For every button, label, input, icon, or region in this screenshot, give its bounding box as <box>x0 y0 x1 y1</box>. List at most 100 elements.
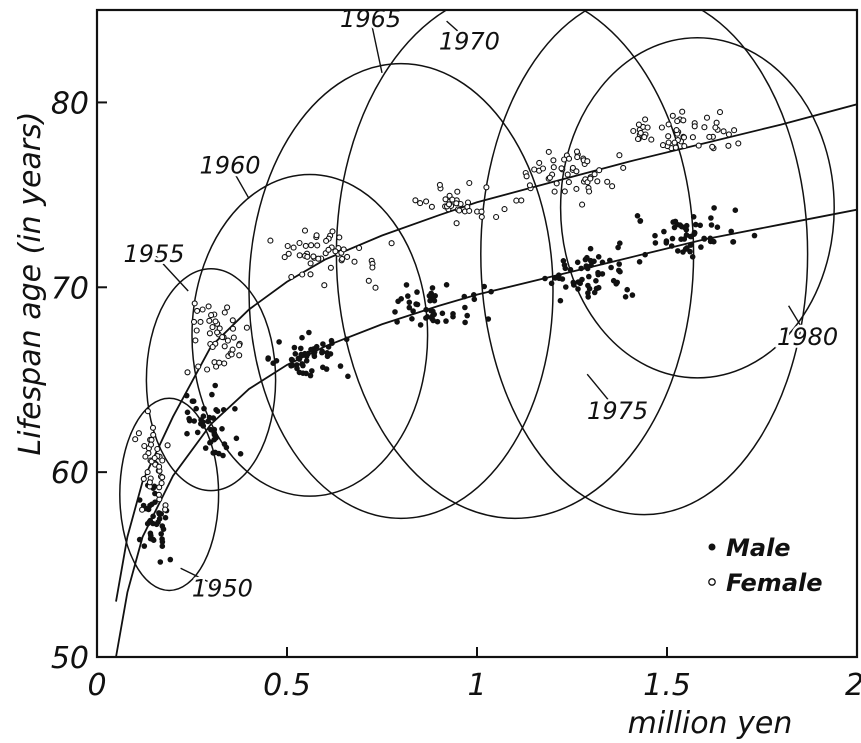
female-point <box>596 167 603 174</box>
male-point <box>730 239 736 245</box>
female-point <box>191 300 198 307</box>
male-point <box>461 293 468 300</box>
male-point <box>323 366 330 372</box>
female-point <box>616 152 623 159</box>
female-point <box>679 108 686 115</box>
female-point <box>478 208 485 215</box>
female-point <box>281 254 288 261</box>
ellipse-1950 <box>119 397 220 592</box>
female-point <box>302 242 309 249</box>
female-point <box>703 114 711 121</box>
male-point <box>343 336 350 343</box>
female-point <box>204 366 211 373</box>
male-point <box>560 258 567 264</box>
male-point <box>714 224 721 230</box>
female-point <box>149 424 157 431</box>
female-point <box>321 282 328 289</box>
male-point <box>636 259 643 265</box>
male-point <box>690 214 697 220</box>
female-point <box>673 127 680 134</box>
male-point <box>212 449 218 456</box>
male-point <box>669 235 676 242</box>
female-point <box>212 318 219 325</box>
x-axis-title: million yen <box>628 706 793 741</box>
male-point <box>471 296 478 303</box>
female-point <box>669 112 676 119</box>
female-point <box>301 227 309 234</box>
female-point <box>221 309 228 316</box>
male-point <box>585 282 591 289</box>
male-point <box>152 499 158 506</box>
male-fit-curve <box>115 208 857 657</box>
male-point <box>307 372 314 379</box>
male-point <box>202 445 209 451</box>
male-point <box>147 530 154 537</box>
female-point <box>681 143 688 150</box>
female-point <box>518 197 525 204</box>
female-point <box>147 441 155 448</box>
male-point <box>698 244 704 250</box>
male-point <box>136 536 143 543</box>
female-point <box>308 242 315 249</box>
female-point <box>288 273 295 281</box>
female-point <box>307 260 314 267</box>
male-point <box>414 289 420 295</box>
male-point <box>599 259 606 266</box>
male-point <box>194 429 201 436</box>
male-point <box>309 368 315 374</box>
female-point <box>574 154 581 161</box>
male-point <box>325 344 332 350</box>
female-point <box>208 312 215 319</box>
ellipse-1980 <box>559 36 835 379</box>
female-point <box>156 463 163 470</box>
male-point <box>167 556 174 563</box>
male-point <box>205 418 211 425</box>
male-point <box>423 306 429 313</box>
female-point <box>691 123 698 130</box>
male-point <box>637 218 643 224</box>
year-label-1980: 1980 <box>777 323 838 351</box>
male-point <box>450 313 456 320</box>
data-points <box>132 108 758 565</box>
female-point <box>206 317 213 324</box>
male-point <box>156 510 162 516</box>
male-point <box>578 265 584 272</box>
female-point <box>689 134 696 141</box>
female-point <box>192 337 199 344</box>
female-point <box>314 242 321 249</box>
female-point <box>493 213 500 221</box>
male-point <box>145 506 152 513</box>
female-point <box>561 156 568 163</box>
female-point <box>139 506 146 513</box>
male-point <box>661 228 667 235</box>
male-point <box>583 263 590 269</box>
female-point <box>299 271 306 278</box>
male-point <box>294 365 300 372</box>
male-point <box>617 268 623 275</box>
x-tick-label: 1 <box>467 668 486 703</box>
male-point <box>141 543 148 549</box>
male-point <box>443 282 450 288</box>
legend-male-label: Male <box>726 534 791 562</box>
female-point <box>641 134 648 141</box>
female-point <box>344 253 351 260</box>
female-point <box>706 133 713 140</box>
year-label-1975: 1975 <box>587 397 648 425</box>
female-point <box>642 116 649 123</box>
male-point <box>220 452 226 459</box>
female-point <box>644 124 651 131</box>
male-point <box>692 221 699 228</box>
female-point <box>716 109 724 116</box>
female-point <box>206 330 213 337</box>
male-point <box>211 430 217 436</box>
female-point <box>214 329 221 336</box>
female-point <box>336 234 343 241</box>
male-point <box>153 521 160 528</box>
y-tick-label: 80 <box>51 86 89 121</box>
male-point <box>683 222 690 229</box>
male-point <box>200 413 207 420</box>
female-point <box>584 158 591 165</box>
male-point <box>642 251 648 258</box>
leader-1970 <box>446 20 470 42</box>
male-point <box>575 286 581 292</box>
